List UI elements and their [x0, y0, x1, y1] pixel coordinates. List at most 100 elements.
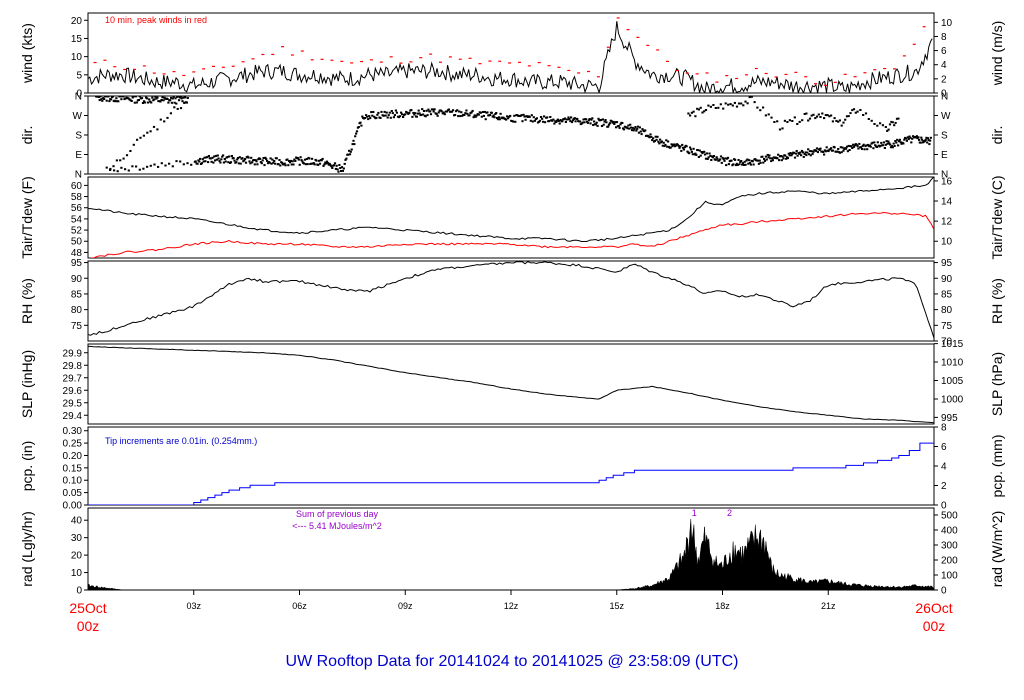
left-tick-label: 0.10 — [63, 476, 83, 487]
left-tick-label: 60 — [71, 181, 83, 192]
direction-point — [142, 134, 145, 137]
direction-point — [795, 150, 798, 152]
right-tick-label: 1005 — [941, 376, 964, 387]
direction-point — [353, 143, 356, 146]
direction-point — [800, 154, 803, 157]
direction-point — [732, 163, 735, 166]
direction-point — [741, 162, 745, 165]
direction-point — [325, 162, 328, 165]
direction-point — [414, 112, 417, 115]
direction-point — [299, 156, 302, 159]
direction-point — [131, 96, 134, 99]
left-tick-label: 0.25 — [63, 439, 83, 450]
direction-point — [776, 120, 779, 123]
direction-point — [379, 117, 382, 119]
direction-point — [824, 150, 827, 153]
right-tick-label: 4 — [941, 60, 947, 71]
direction-point — [709, 154, 712, 157]
right-tick-label: 0 — [941, 501, 947, 512]
direction-point — [162, 99, 165, 102]
direction-point — [694, 152, 697, 155]
direction-point — [238, 156, 241, 159]
direction-point — [861, 144, 864, 147]
direction-point — [929, 136, 932, 139]
direction-point — [269, 157, 272, 160]
direction-point — [698, 149, 701, 152]
direction-point — [701, 152, 704, 155]
direction-point — [583, 121, 586, 124]
direction-point — [662, 141, 665, 144]
direction-point — [588, 118, 591, 120]
direction-point — [918, 138, 921, 141]
panel-frame — [87, 176, 935, 259]
right-tick-label: 500 — [941, 510, 958, 521]
direction-point — [655, 138, 658, 141]
right-tick-label: 10 — [941, 237, 953, 248]
direction-point — [678, 146, 681, 149]
direction-point — [318, 159, 321, 162]
direction-point — [601, 118, 604, 121]
direction-point — [321, 157, 324, 160]
direction-point — [424, 115, 427, 118]
direction-point — [373, 115, 376, 118]
direction-point — [498, 118, 501, 121]
plot-area-rad — [88, 518, 934, 590]
direction-point — [388, 111, 391, 114]
direction-point — [635, 129, 638, 132]
direction-point — [559, 119, 562, 121]
direction-point — [687, 112, 690, 115]
direction-point — [109, 169, 112, 171]
direction-point — [822, 151, 825, 153]
direction-point — [149, 130, 152, 133]
direction-point — [390, 110, 393, 112]
direction-point — [657, 140, 660, 143]
left-tick-label: 58 — [71, 192, 83, 203]
direction-point — [509, 114, 512, 117]
direction-point — [690, 150, 693, 153]
direction-point — [853, 144, 856, 147]
direction-point — [224, 160, 227, 163]
left-tick-label: 29.4 — [63, 411, 83, 422]
direction-point — [690, 111, 693, 114]
direction-point — [380, 110, 383, 113]
direction-point — [323, 163, 326, 166]
direction-point — [744, 163, 747, 166]
direction-point — [884, 143, 887, 146]
direction-point — [547, 120, 550, 123]
direction-point — [719, 155, 723, 158]
left-tick-label: 10 — [71, 568, 83, 579]
direction-point — [910, 141, 913, 144]
left-tick-label: 54 — [71, 214, 83, 225]
direction-point — [170, 96, 173, 99]
direction-point — [831, 149, 834, 152]
panel-pcp: 0.00 0.050.10 0.150.200.25 0.30 0 2 4 6 8 pcp. (i… — [19, 423, 1005, 512]
left-axis-label: Tair/Tdew (F) — [19, 176, 35, 258]
direction-point — [705, 152, 708, 155]
direction-point — [458, 110, 461, 113]
direction-point — [799, 151, 802, 154]
direction-point — [915, 135, 918, 138]
right-tick-label: 0 — [941, 89, 947, 100]
direction-point — [104, 96, 107, 98]
direction-point — [823, 153, 826, 156]
direction-point — [98, 99, 101, 102]
direction-point — [867, 118, 870, 120]
direction-point — [227, 161, 230, 164]
direction-point — [233, 159, 236, 162]
right-axis-label: SLP (hPa) — [989, 352, 1005, 416]
left-tick-label: N — [75, 92, 82, 103]
direction-point — [615, 121, 619, 124]
direction-point — [685, 145, 688, 148]
direction-point — [741, 163, 744, 166]
direction-point — [783, 119, 786, 122]
direction-point — [375, 116, 378, 119]
direction-point — [142, 167, 145, 170]
direction-point — [597, 117, 600, 120]
direction-point — [252, 159, 255, 161]
direction-point — [382, 114, 385, 117]
direction-point — [376, 113, 379, 116]
direction-point — [907, 138, 910, 141]
direction-point — [770, 160, 773, 163]
direction-point — [237, 162, 240, 165]
direction-point — [232, 157, 235, 160]
